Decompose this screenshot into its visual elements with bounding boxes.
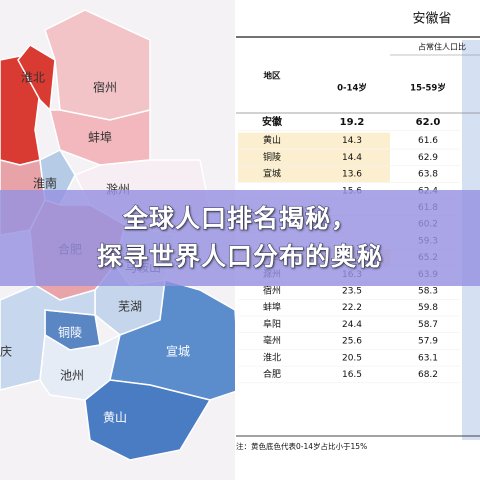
cell-value: 22.2 xyxy=(342,303,362,313)
highlight xyxy=(238,166,390,183)
cell-region: 黄山 xyxy=(263,134,281,146)
map-label: 宣城 xyxy=(166,344,190,359)
map-label: 蚌埠 xyxy=(88,131,112,145)
map-label: 庆 xyxy=(0,345,12,359)
cell-value: 19.2 xyxy=(340,117,365,128)
map-label: 铜陵 xyxy=(58,325,82,340)
region xyxy=(49,109,151,166)
highlight xyxy=(238,132,390,149)
region xyxy=(0,284,96,391)
group-header: 占常住人口比 xyxy=(418,42,466,52)
cell-region: 阜阳 xyxy=(263,318,281,330)
cell-value: 63.1 xyxy=(418,353,438,363)
cell-value: 58.7 xyxy=(418,320,438,330)
cell-value: 23.5 xyxy=(342,287,362,297)
cell-value: 57.9 xyxy=(418,337,438,347)
table-title: 安徽省 xyxy=(412,12,451,27)
map-label: 池州 xyxy=(60,369,84,383)
region xyxy=(17,44,56,112)
col-header: 地区 xyxy=(263,71,281,82)
cell-value: 14.3 xyxy=(342,136,362,146)
region xyxy=(84,379,212,461)
map-label: 黄山 xyxy=(103,411,127,425)
cell-value: 62.9 xyxy=(418,153,438,163)
cell-value: 63.8 xyxy=(418,170,438,180)
cell-value: 62.0 xyxy=(416,117,441,128)
cell-value: 14.4 xyxy=(342,153,362,163)
map-label: 淮北 xyxy=(21,71,45,85)
cell-value: 20.5 xyxy=(342,353,362,363)
cell-region: 合肥 xyxy=(263,368,281,380)
cell-region: 安徽 xyxy=(262,115,283,128)
cell-region: 淮北 xyxy=(263,352,281,363)
cell-region: 铜陵 xyxy=(263,151,281,163)
map-label: 宿州 xyxy=(93,80,117,95)
cell-value: 13.6 xyxy=(342,170,362,180)
cell-region: 蚌埠 xyxy=(263,301,281,313)
cell-value: 25.6 xyxy=(342,337,362,347)
highlight xyxy=(238,149,390,166)
cell-value: 59.8 xyxy=(418,303,438,313)
cell-value: 58.3 xyxy=(418,287,438,297)
banner: 全球人口排名揭秘， 探寻世界人口分布的奥秘 xyxy=(0,190,480,286)
cell-value: 16.5 xyxy=(342,370,362,380)
cell-region: 亳州 xyxy=(263,335,281,347)
title-line: 全球人口排名揭秘， xyxy=(122,204,357,234)
map-label: 淮南 xyxy=(33,176,57,191)
title-line: 探寻世界人口分布的奥秘 xyxy=(96,242,383,272)
cell-value: 24.4 xyxy=(342,320,362,330)
cell-value: 61.6 xyxy=(418,136,438,146)
col-header: 0-14岁 xyxy=(337,83,367,94)
cell-value: 68.2 xyxy=(418,370,438,380)
note: 注：黄色底色代表0-14岁占比小于15% xyxy=(236,441,367,451)
cell-region: 宿州 xyxy=(263,285,281,297)
cell-region: 宣城 xyxy=(263,168,281,180)
col-header: 15-59岁 xyxy=(410,83,446,94)
map-label: 芜湖 xyxy=(118,299,142,314)
